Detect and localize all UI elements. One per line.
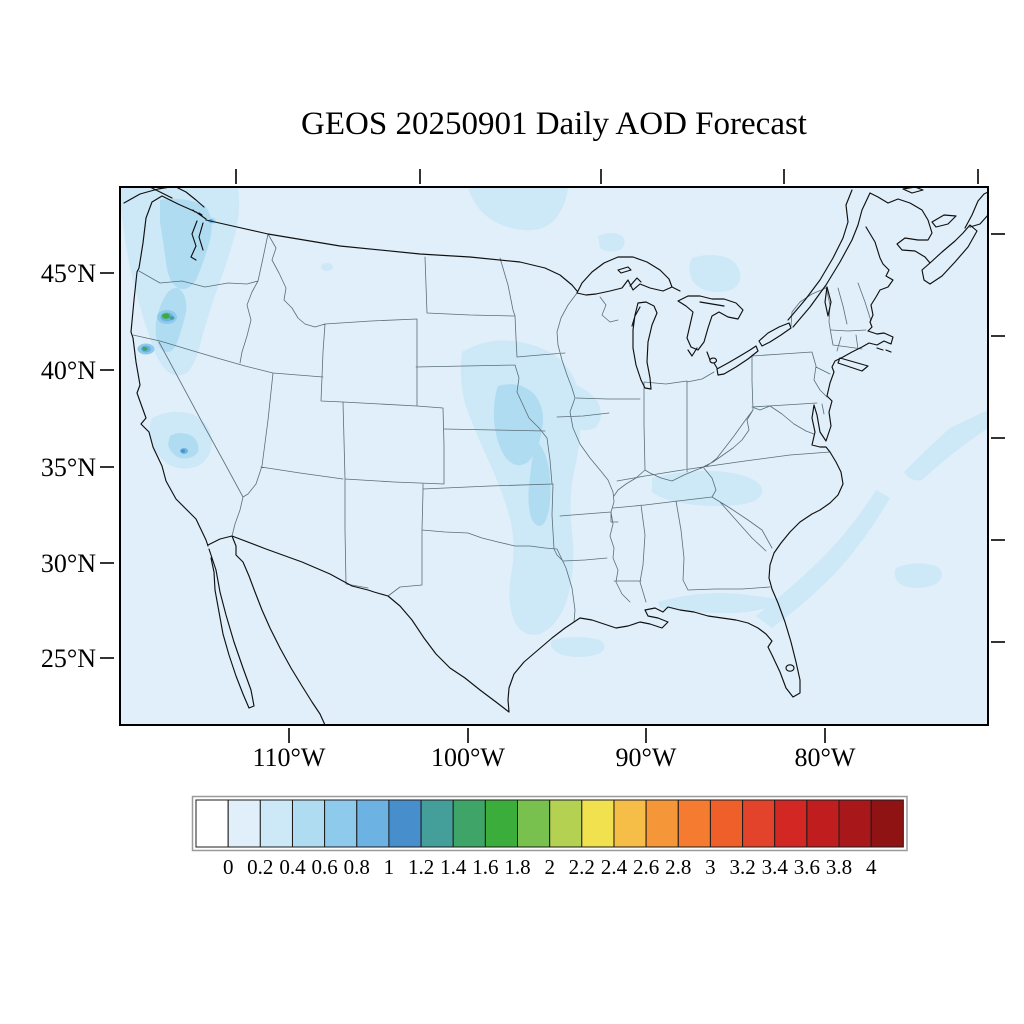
- colorbar-cell: [709, 799, 744, 848]
- colorbar-cell: [549, 799, 583, 848]
- colorbar-cell: [356, 799, 390, 848]
- aod-patches-level2: [155, 198, 551, 526]
- lon-label-110w: 110°W: [253, 743, 326, 772]
- lon-label-80w: 80°W: [795, 743, 856, 772]
- colorbar-tick-label: 3.4: [762, 855, 789, 879]
- colorbar-cell: [742, 799, 776, 848]
- lat-label-40n: 40°N: [41, 356, 96, 385]
- colorbar-cell: [517, 799, 551, 848]
- colorbar-cell: [452, 799, 486, 848]
- lat-label-30n: 30°N: [41, 549, 96, 578]
- colorbar-cells: [195, 799, 904, 848]
- colorbar-tick-label: 1.2: [408, 855, 434, 879]
- colorbar-tick-label: 0.4: [279, 855, 306, 879]
- colorbar-cell: [324, 799, 358, 848]
- colorbar: 0 0.2 0.4 0.6 0.8 1 1.2 1.4 1.6 1.8 2 2.…: [191, 795, 908, 879]
- colorbar-tick-label: 2.8: [665, 855, 691, 879]
- colorbar-cell: [613, 799, 647, 848]
- colorbar-tick-label: 0: [223, 855, 234, 879]
- axis-labels: 45°N 40°N 35°N 30°N 25°N 110°W 100°W 90°…: [41, 259, 856, 772]
- aod-hotspots: [137, 219, 214, 454]
- colorbar-tick-label: 3.2: [729, 855, 755, 879]
- map-area: [120, 187, 988, 725]
- colorbar-cell: [484, 799, 519, 848]
- colorbar-cell: [677, 799, 711, 848]
- colorbar-tick-label: 3: [705, 855, 716, 879]
- colorbar-cell: [645, 799, 679, 848]
- colorbar-tick-label: 0.8: [344, 855, 370, 879]
- colorbar-cell: [774, 799, 808, 848]
- colorbar-tick-label: 0.6: [311, 855, 337, 879]
- state-borders: [132, 233, 872, 623]
- colorbar-cell: [870, 799, 904, 848]
- colorbar-labels: 0 0.2 0.4 0.6 0.8 1 1.2 1.4 1.6 1.8 2 2.…: [223, 855, 877, 879]
- colorbar-cell: [420, 799, 454, 848]
- colorbar-cell: [292, 799, 326, 848]
- lon-label-100w: 100°W: [431, 743, 505, 772]
- colorbar-outer-frame: [191, 795, 908, 852]
- colorbar-cell: [388, 799, 422, 848]
- map-frame-outline: [119, 186, 989, 726]
- colorbar-tick-label: 0.2: [247, 855, 273, 879]
- colorbar-tick-label: 2.6: [633, 855, 659, 879]
- colorbar-tick-label: 2.2: [569, 855, 595, 879]
- axis-ticks: [100, 169, 1005, 743]
- colorbar-tick-label: 4: [866, 855, 877, 879]
- colorbar-cell: [195, 799, 229, 848]
- coastline: [123, 187, 988, 725]
- colorbar-cell: [227, 799, 261, 848]
- colorbar-tick-label: 1.4: [440, 855, 467, 879]
- colorbar-tick-label: 1.8: [504, 855, 530, 879]
- colorbar-cell: [806, 799, 840, 848]
- lat-label-35n: 35°N: [41, 453, 96, 482]
- colorbar-cell: [259, 799, 293, 848]
- lat-label-45n: 45°N: [41, 259, 96, 288]
- lon-label-90w: 90°W: [616, 743, 677, 772]
- colorbar-tick-label: 1.6: [472, 855, 498, 879]
- colorbar-cell: [581, 799, 615, 848]
- colorbar-tick-label: 2: [544, 855, 555, 879]
- colorbar-cell: [838, 799, 872, 848]
- lat-label-25n: 25°N: [41, 644, 96, 673]
- colorbar-tick-label: 1: [384, 855, 395, 879]
- colorbar-tick-label: 3.8: [826, 855, 852, 879]
- colorbar-tick-label: 2.4: [601, 855, 628, 879]
- figure-title: GEOS 20250901 Daily AOD Forecast: [301, 106, 807, 142]
- colorbar-tick-label: 3.6: [794, 855, 820, 879]
